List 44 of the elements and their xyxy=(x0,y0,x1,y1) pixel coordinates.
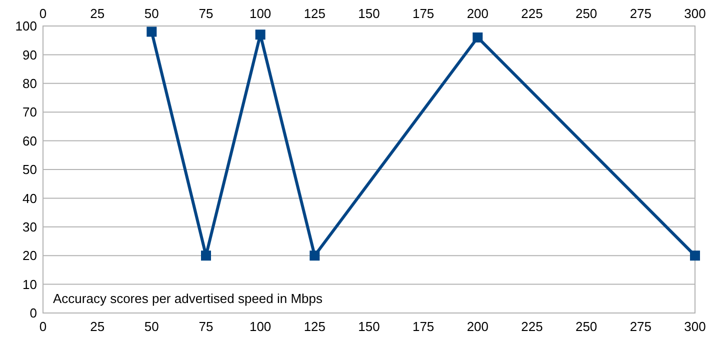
x2-tick-label: 0 xyxy=(39,319,47,334)
x-tick-label: 275 xyxy=(630,6,652,21)
x2-tick-label: 100 xyxy=(249,319,272,334)
x-tick-label: 150 xyxy=(358,6,380,21)
point xyxy=(472,32,483,42)
x-tick-label: 50 xyxy=(144,6,159,21)
x2-tick-label: 225 xyxy=(521,319,543,334)
y-tick-label: 30 xyxy=(22,219,37,234)
x-tick-label: 200 xyxy=(466,6,489,21)
x2-tick-label: 200 xyxy=(466,319,489,334)
point xyxy=(201,250,211,261)
x-tick-label: 25 xyxy=(90,6,105,21)
x2-tick-label: 275 xyxy=(630,319,652,334)
x-tick-label: 75 xyxy=(198,6,214,21)
point xyxy=(255,30,266,40)
y-tick-label: 10 xyxy=(22,276,37,292)
x-tick-label: 100 xyxy=(249,6,272,21)
x2-tick-label: 75 xyxy=(198,319,214,334)
y-tick-label: 100 xyxy=(15,18,37,34)
x2-tick-label: 25 xyxy=(90,319,105,334)
point xyxy=(146,26,157,37)
y-tick-label: 90 xyxy=(22,47,37,62)
x-tick-label: 250 xyxy=(575,6,598,21)
y-tick-label: 0 xyxy=(30,306,37,321)
x-tick-label: 175 xyxy=(412,6,434,21)
x2-tick-label: 250 xyxy=(575,319,598,334)
y-tick-label: 20 xyxy=(22,248,37,264)
y-tick-label: 50 xyxy=(22,162,37,178)
y-tick-label: 70 xyxy=(22,104,37,120)
point xyxy=(690,250,700,261)
x2-tick-label: 50 xyxy=(144,319,159,334)
x-tick-label: 125 xyxy=(304,6,326,21)
point xyxy=(310,250,320,261)
x-tick-label: 225 xyxy=(521,6,543,21)
x2-tick-label: 175 xyxy=(412,319,434,334)
x-tick-label: 0 xyxy=(39,6,47,21)
y-tick-label: 80 xyxy=(22,76,37,91)
annotation: Accuracy scores per advertised speed in Mbps xyxy=(53,291,324,306)
x2-tick-label: 300 xyxy=(684,319,706,334)
y-tick-label: 60 xyxy=(22,133,37,148)
x2-tick-label: 125 xyxy=(304,319,326,334)
x-tick-label: 300 xyxy=(684,6,706,21)
x2-tick-label: 150 xyxy=(358,319,380,334)
y-tick-label: 40 xyxy=(22,190,37,206)
